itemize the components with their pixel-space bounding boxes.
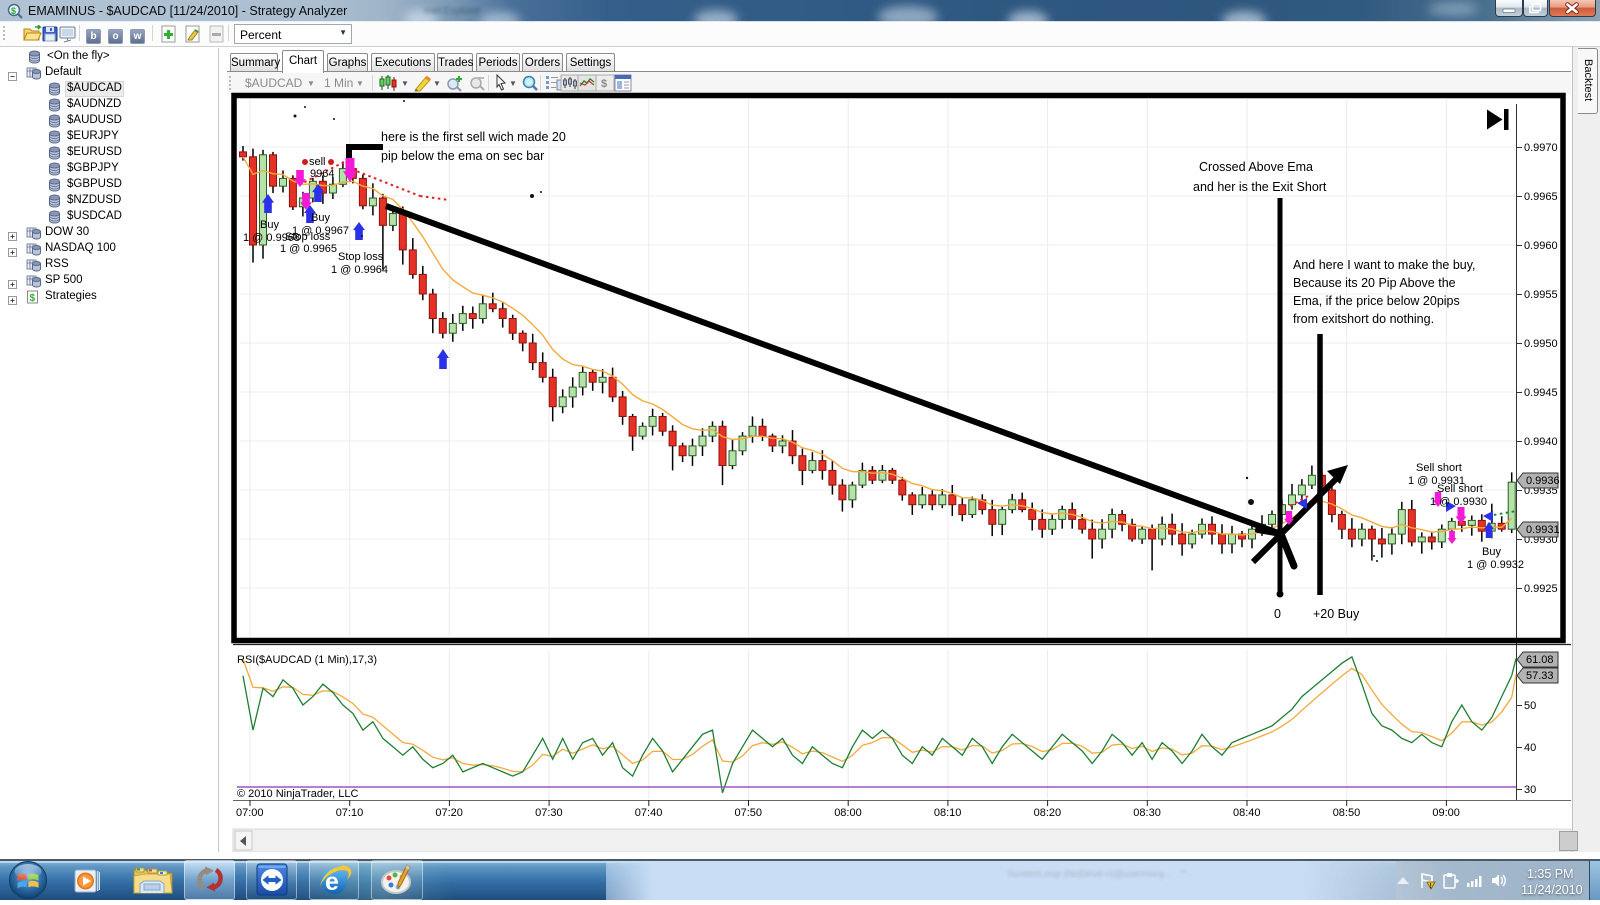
svg-text:0.9960: 0.9960 <box>1524 240 1558 252</box>
svg-text:0.9970: 0.9970 <box>1524 142 1558 154</box>
svg-text:07:10: 07:10 <box>336 807 364 819</box>
svg-text:08:00: 08:00 <box>834 807 862 819</box>
svg-text:And here I want to make the bu: And here I want to make the buy, <box>1293 258 1476 272</box>
svg-text:Buy: Buy <box>1482 546 1501 558</box>
svg-text:08:50: 08:50 <box>1333 807 1361 819</box>
svg-text:1 @ 0.9967: 1 @ 0.9967 <box>292 225 349 237</box>
svg-text:0.9945: 0.9945 <box>1524 387 1558 399</box>
svg-text:08:20: 08:20 <box>1034 807 1062 819</box>
svg-text:© 2010 NinjaTrader, LLC: © 2010 NinjaTrader, LLC <box>237 788 358 800</box>
svg-text:+20 Buy: +20 Buy <box>1313 607 1360 621</box>
svg-text:RSI($AUDCAD (1 Min),17,3): RSI($AUDCAD (1 Min),17,3) <box>237 654 377 666</box>
svg-text:Ema, if the price below 20pips: Ema, if the price below 20pips <box>1293 294 1460 308</box>
svg-text:50: 50 <box>1524 700 1536 712</box>
svg-text:07:20: 07:20 <box>435 807 463 819</box>
svg-text:Sell short: Sell short <box>1437 483 1483 495</box>
svg-text:0.9940: 0.9940 <box>1524 436 1558 448</box>
svg-text:07:30: 07:30 <box>535 807 563 819</box>
svg-text:!: ! <box>1430 883 1432 890</box>
svg-text:07:40: 07:40 <box>635 807 663 819</box>
svg-text:and her is the Exit Short: and her is the Exit Short <box>1193 180 1327 194</box>
svg-text:$: $ <box>601 78 607 90</box>
svg-text:1 @ 0.9932: 1 @ 0.9932 <box>1467 559 1524 571</box>
svg-text:07:00: 07:00 <box>236 807 264 819</box>
svg-text:here is the first sell wich ma: here is the first sell wich made 20 <box>381 130 566 144</box>
svg-text:0.9936: 0.9936 <box>1526 475 1560 487</box>
svg-text:pip below the ema on sec bar: pip below the ema on sec bar <box>381 149 544 163</box>
svg-text:from exitshort do nothing.: from exitshort do nothing. <box>1293 312 1434 326</box>
svg-text:0.9931: 0.9931 <box>1526 524 1560 536</box>
svg-text:Stop loss: Stop loss <box>338 251 384 263</box>
svg-text:07:50: 07:50 <box>735 807 763 819</box>
svg-text:1 @ 0.9965: 1 @ 0.9965 <box>280 243 337 255</box>
svg-text:sell: sell <box>309 156 326 168</box>
svg-text:61.08: 61.08 <box>1526 654 1554 666</box>
svg-text:40: 40 <box>1524 742 1536 754</box>
svg-text:09:00: 09:00 <box>1432 807 1460 819</box>
svg-text:$: $ <box>30 293 36 304</box>
svg-text:9964: 9964 <box>310 168 334 180</box>
svg-text:1 @ 0.9931: 1 @ 0.9931 <box>1408 475 1465 487</box>
svg-text:Crossed Above Ema: Crossed Above Ema <box>1199 160 1313 174</box>
svg-text:08:40: 08:40 <box>1233 807 1261 819</box>
svg-text:1 @ 0.9930: 1 @ 0.9930 <box>1430 496 1487 508</box>
svg-text:0: 0 <box>1274 607 1281 621</box>
svg-text:1 @ 0.9964: 1 @ 0.9964 <box>331 264 388 276</box>
svg-text:1 @ 0.9968: 1 @ 0.9968 <box>243 232 300 244</box>
svg-text:0.9965: 0.9965 <box>1524 191 1558 203</box>
svg-text:Buy: Buy <box>260 219 279 231</box>
svg-text:0.9925: 0.9925 <box>1524 583 1558 595</box>
svg-text:57.33: 57.33 <box>1526 670 1554 682</box>
svg-text:Sell short: Sell short <box>1416 462 1462 474</box>
svg-text:30: 30 <box>1524 784 1536 796</box>
svg-text:Buy: Buy <box>311 212 330 224</box>
svg-text:08:30: 08:30 <box>1133 807 1161 819</box>
svg-text:0.9950: 0.9950 <box>1524 338 1558 350</box>
svg-text:08:10: 08:10 <box>934 807 962 819</box>
svg-text:0.9955: 0.9955 <box>1524 289 1558 301</box>
svg-text:Stop loss: Stop loss <box>285 231 331 243</box>
svg-text:Because its 20 Pip Above the: Because its 20 Pip Above the <box>1293 276 1456 290</box>
svg-text:$: $ <box>11 6 16 16</box>
